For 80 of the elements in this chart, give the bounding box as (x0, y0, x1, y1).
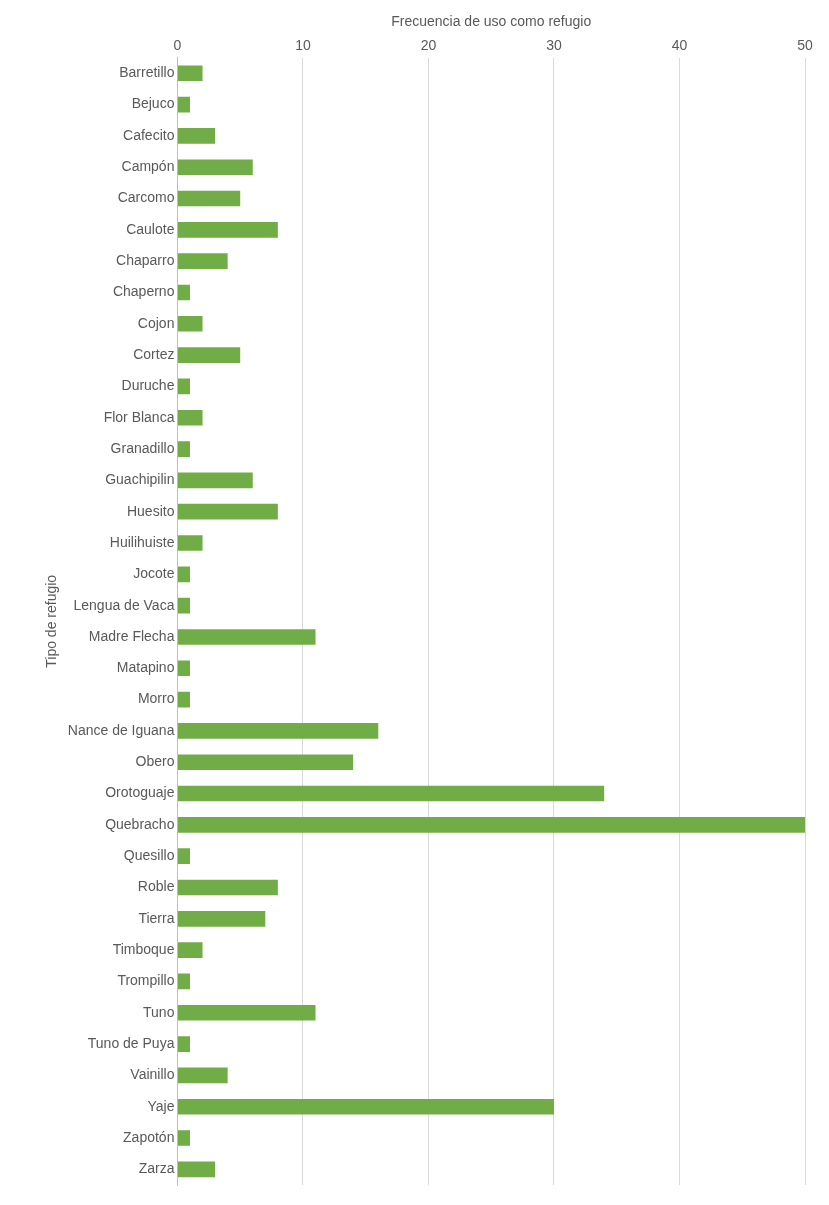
x-tick-label: 40 (671, 37, 688, 54)
bar (177, 691, 190, 708)
bar (177, 1067, 228, 1084)
y-tick-label: Tuno de Puya (87, 1034, 175, 1051)
bar (177, 848, 190, 864)
y-tick-label: Chaparro (116, 252, 175, 269)
bar (177, 378, 190, 395)
x-tick-label: 30 (546, 37, 562, 54)
y-tick-label: Yaje (147, 1097, 175, 1114)
y-tick-label: Matapino (116, 659, 175, 676)
bar (177, 910, 266, 927)
y-tick-label: Orotoguaje (105, 784, 175, 801)
bar (177, 597, 190, 614)
y-tick-label: Tierra (138, 909, 175, 926)
y-axis-title: Tipo de refugio (43, 574, 60, 668)
y-tick-label: Lengua de Vaca (73, 596, 175, 613)
y-tick-label: Chaperno (112, 283, 175, 300)
y-tick-label: Tuno (143, 1003, 175, 1020)
y-tick-label: Huilihuiste (109, 533, 175, 550)
y-tick-label: Morro (137, 690, 175, 707)
y-tick-label: Cortez (133, 345, 175, 362)
bar (177, 472, 253, 489)
y-tick-label: Flor Blanca (103, 408, 175, 425)
y-tick-label: Campón (121, 158, 175, 175)
bar (177, 785, 605, 802)
bar (177, 973, 190, 990)
bar (177, 723, 379, 739)
bar (177, 503, 278, 520)
x-tick-label: 50 (797, 37, 813, 54)
y-tick-label: Granadillo (110, 439, 175, 456)
y-tick-label: Quebracho (105, 815, 175, 832)
bar (177, 566, 190, 583)
y-tick-label: Duruche (121, 377, 175, 394)
x-tick-label: 0 (173, 37, 182, 54)
y-tick-label: Cojon (137, 314, 175, 331)
bar (177, 128, 216, 144)
y-tick-label: Bejuco (131, 95, 175, 112)
bar (177, 347, 241, 363)
bar (177, 159, 253, 176)
bar (177, 1098, 554, 1115)
bar (177, 942, 203, 958)
y-tick-label: Vainillo (130, 1066, 175, 1083)
x-tick-label: 10 (295, 37, 311, 54)
y-tick-label: Barretillo (119, 64, 175, 81)
bar (177, 1004, 316, 1021)
bar (177, 222, 278, 238)
bar (177, 315, 203, 332)
y-tick-label: Trompillo (117, 972, 175, 989)
y-tick-label: Quesillo (123, 847, 175, 864)
y-tick-label: Roble (137, 878, 175, 895)
bar (177, 754, 354, 771)
y-tick-label: Nance de Iguana (67, 721, 175, 738)
bar (177, 660, 190, 677)
y-tick-label: Zarza (138, 1160, 175, 1177)
bar (177, 817, 805, 833)
y-tick-label: Huesito (126, 502, 175, 519)
bar (177, 284, 190, 301)
y-tick-label: Zapotón (123, 1128, 175, 1145)
y-tick-label: Carcomo (117, 189, 175, 206)
bar (177, 1130, 190, 1146)
bar (177, 65, 203, 82)
y-tick-label: Guachipilin (105, 471, 175, 488)
x-tick-label: 20 (420, 37, 437, 54)
y-tick-label: Obero (135, 753, 175, 770)
y-tick-label: Jocote (133, 565, 175, 582)
bar (177, 409, 203, 426)
bar (177, 96, 190, 113)
y-tick-label: Caulote (126, 220, 175, 237)
bar (177, 879, 278, 896)
bar (177, 535, 203, 551)
bar (177, 190, 241, 207)
bar (177, 253, 228, 269)
y-tick-label: Timboque (112, 940, 175, 957)
bar (177, 629, 316, 645)
bar (177, 441, 190, 457)
bar (177, 1036, 190, 1052)
x-axis-title: Frecuencia de uso como refugio (391, 13, 592, 30)
y-tick-label: Cafecito (123, 126, 175, 143)
y-tick-label: Madre Flecha (88, 627, 175, 644)
bar (177, 1161, 216, 1178)
